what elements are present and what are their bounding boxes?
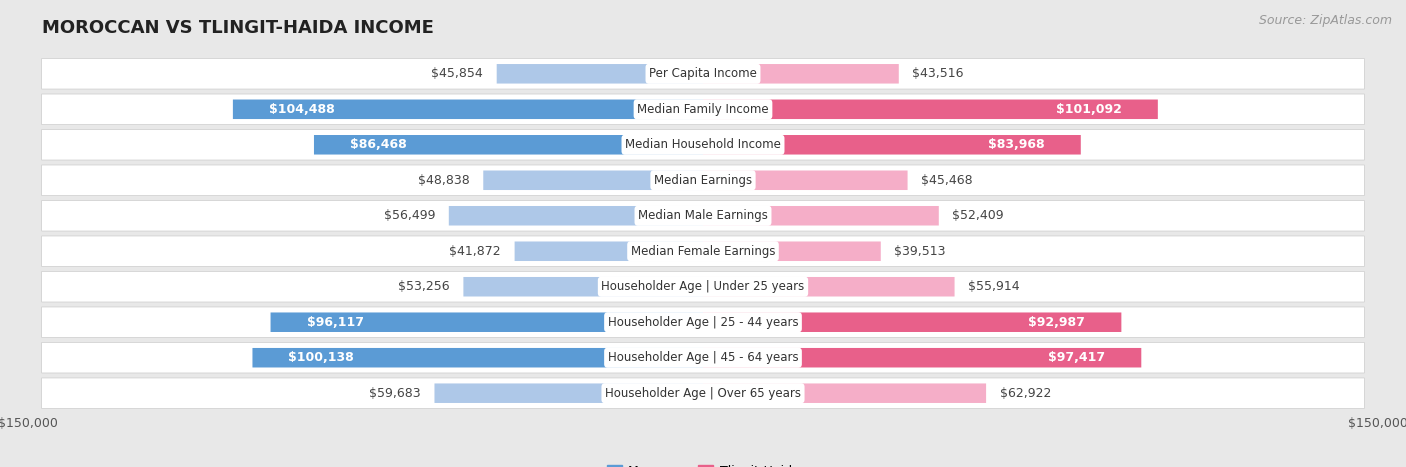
- Text: Source: ZipAtlas.com: Source: ZipAtlas.com: [1258, 14, 1392, 27]
- FancyBboxPatch shape: [314, 135, 703, 155]
- Text: $55,914: $55,914: [969, 280, 1019, 293]
- FancyBboxPatch shape: [449, 206, 703, 226]
- Text: Median Household Income: Median Household Income: [626, 138, 780, 151]
- Text: $86,468: $86,468: [350, 138, 406, 151]
- Text: $45,854: $45,854: [432, 67, 484, 80]
- Text: $62,922: $62,922: [1000, 387, 1050, 400]
- FancyBboxPatch shape: [42, 129, 1364, 160]
- Text: $43,516: $43,516: [912, 67, 963, 80]
- Text: Median Family Income: Median Family Income: [637, 103, 769, 116]
- Text: $100,138: $100,138: [288, 351, 354, 364]
- FancyBboxPatch shape: [703, 241, 880, 261]
- Text: $83,968: $83,968: [988, 138, 1045, 151]
- Text: $59,683: $59,683: [370, 387, 420, 400]
- FancyBboxPatch shape: [42, 271, 1364, 302]
- FancyBboxPatch shape: [703, 64, 898, 84]
- Text: Householder Age | 25 - 44 years: Householder Age | 25 - 44 years: [607, 316, 799, 329]
- FancyBboxPatch shape: [42, 236, 1364, 267]
- FancyBboxPatch shape: [703, 312, 1122, 332]
- Legend: Moroccan, Tlingit-Haida: Moroccan, Tlingit-Haida: [602, 460, 804, 467]
- Text: $39,513: $39,513: [894, 245, 946, 258]
- Text: $41,872: $41,872: [450, 245, 501, 258]
- FancyBboxPatch shape: [233, 99, 703, 119]
- Text: Median Male Earnings: Median Male Earnings: [638, 209, 768, 222]
- FancyBboxPatch shape: [703, 170, 907, 190]
- FancyBboxPatch shape: [42, 200, 1364, 231]
- Text: Householder Age | Over 65 years: Householder Age | Over 65 years: [605, 387, 801, 400]
- FancyBboxPatch shape: [42, 58, 1364, 89]
- FancyBboxPatch shape: [496, 64, 703, 84]
- FancyBboxPatch shape: [703, 99, 1157, 119]
- FancyBboxPatch shape: [42, 94, 1364, 125]
- FancyBboxPatch shape: [703, 348, 1142, 368]
- FancyBboxPatch shape: [434, 383, 703, 403]
- Text: Householder Age | Under 25 years: Householder Age | Under 25 years: [602, 280, 804, 293]
- Text: $45,468: $45,468: [921, 174, 973, 187]
- Text: $52,409: $52,409: [952, 209, 1004, 222]
- FancyBboxPatch shape: [703, 206, 939, 226]
- FancyBboxPatch shape: [42, 307, 1364, 338]
- FancyBboxPatch shape: [42, 342, 1364, 373]
- Text: MOROCCAN VS TLINGIT-HAIDA INCOME: MOROCCAN VS TLINGIT-HAIDA INCOME: [42, 19, 433, 36]
- FancyBboxPatch shape: [703, 277, 955, 297]
- FancyBboxPatch shape: [270, 312, 703, 332]
- FancyBboxPatch shape: [484, 170, 703, 190]
- Text: $97,417: $97,417: [1049, 351, 1105, 364]
- FancyBboxPatch shape: [515, 241, 703, 261]
- Text: Median Earnings: Median Earnings: [654, 174, 752, 187]
- Text: $56,499: $56,499: [384, 209, 436, 222]
- Text: $104,488: $104,488: [269, 103, 335, 116]
- FancyBboxPatch shape: [42, 378, 1364, 409]
- Text: $48,838: $48,838: [418, 174, 470, 187]
- Text: $53,256: $53,256: [398, 280, 450, 293]
- FancyBboxPatch shape: [703, 135, 1081, 155]
- Text: $101,092: $101,092: [1056, 103, 1122, 116]
- Text: $96,117: $96,117: [307, 316, 364, 329]
- Text: Per Capita Income: Per Capita Income: [650, 67, 756, 80]
- FancyBboxPatch shape: [703, 383, 986, 403]
- Text: Householder Age | 45 - 64 years: Householder Age | 45 - 64 years: [607, 351, 799, 364]
- FancyBboxPatch shape: [42, 165, 1364, 196]
- Text: $92,987: $92,987: [1029, 316, 1085, 329]
- FancyBboxPatch shape: [464, 277, 703, 297]
- Text: Median Female Earnings: Median Female Earnings: [631, 245, 775, 258]
- FancyBboxPatch shape: [253, 348, 703, 368]
